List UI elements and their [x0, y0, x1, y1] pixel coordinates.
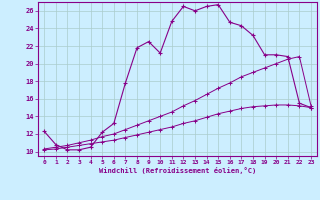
X-axis label: Windchill (Refroidissement éolien,°C): Windchill (Refroidissement éolien,°C): [99, 167, 256, 174]
